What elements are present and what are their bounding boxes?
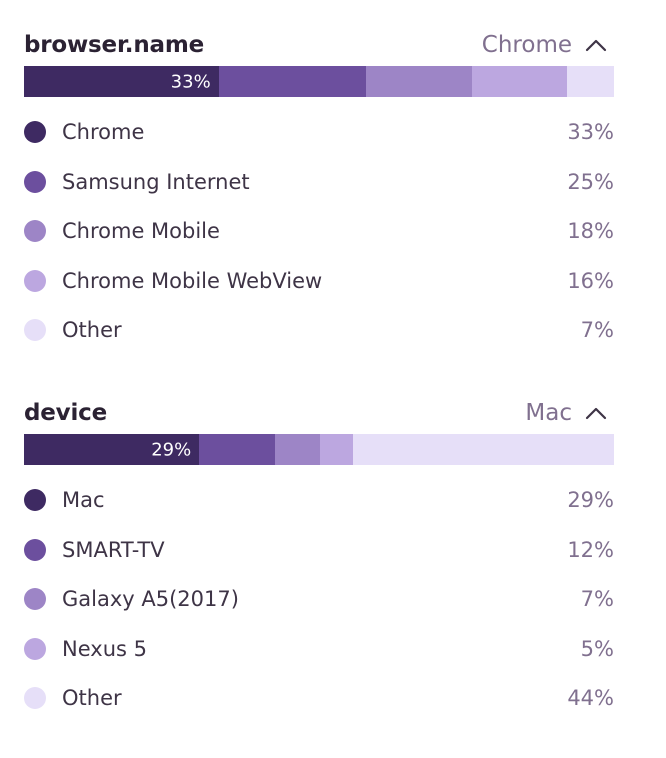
bar-segment-other[interactable] (352, 434, 614, 465)
device-tag-selector[interactable]: Mac (525, 400, 614, 426)
list-item-percent: 33% (567, 120, 614, 144)
list-item-label: Chrome (62, 120, 145, 144)
list-item-percent: 12% (567, 537, 614, 562)
list-item-label: Galaxy A5(2017) (62, 587, 239, 611)
chevron-up-icon[interactable] (584, 401, 608, 425)
bar-segment-samsung-internet[interactable] (218, 66, 367, 97)
browser-value-list: Chrome 33% Samsung Internet 25% Chrome M… (24, 120, 614, 369)
list-item[interactable]: SMART-TV 12% (24, 537, 614, 589)
tag-key-title: device (24, 400, 107, 426)
color-dot-icon (24, 489, 46, 511)
list-item[interactable]: Samsung Internet 25% (24, 169, 614, 221)
list-item-label: Chrome Mobile (62, 219, 220, 243)
tag-key-title: browser.name (24, 32, 205, 58)
browser-distribution-bar: 33% (24, 66, 614, 97)
bar-segment-label: 33% (170, 71, 211, 92)
browser-tag-selector[interactable]: Chrome (482, 32, 614, 58)
list-item-percent: 16% (567, 268, 614, 293)
color-dot-icon (24, 121, 46, 143)
device-tag-panel: device Mac 29% Mac 29% SMART-TV 12% G (24, 396, 614, 737)
list-item[interactable]: Chrome Mobile WebView 16% (24, 268, 614, 320)
device-tag-header: device Mac (24, 396, 614, 430)
browser-tag-header: browser.name Chrome (24, 28, 614, 62)
list-item-percent: 29% (567, 488, 614, 512)
selected-tag-value: Chrome (481, 32, 572, 58)
list-item-percent: 44% (567, 686, 614, 710)
color-dot-icon (24, 588, 46, 610)
list-item[interactable]: Chrome 33% (24, 120, 614, 171)
color-dot-icon (24, 170, 46, 193)
list-item-percent: 25% (567, 169, 614, 194)
list-item[interactable]: Chrome Mobile 18% (24, 219, 614, 270)
color-dot-icon (24, 637, 46, 660)
list-item-label: Samsung Internet (62, 169, 250, 194)
color-dot-icon (24, 220, 46, 242)
browser-tag-panel: browser.name Chrome 33% Chrome 33% Samsu… (24, 28, 614, 369)
device-distribution-bar: 29% (24, 434, 614, 465)
list-item-percent: 7% (580, 587, 614, 611)
list-item[interactable]: Mac 29% (24, 488, 614, 539)
list-item-label: Chrome Mobile WebView (62, 268, 323, 293)
bar-segment-mac[interactable]: 29% (24, 434, 200, 465)
bar-segment-nexus-5[interactable] (319, 434, 353, 465)
color-dot-icon (24, 687, 46, 709)
list-item-label: SMART-TV (62, 537, 165, 562)
chevron-up-icon[interactable] (584, 33, 608, 57)
bar-segment-smart-tv[interactable] (199, 434, 276, 465)
list-item[interactable]: Other 7% (24, 318, 614, 369)
bar-segment-other[interactable] (566, 66, 614, 97)
color-dot-icon (24, 269, 46, 292)
bar-segment-chrome-mobile[interactable] (366, 66, 473, 97)
list-item-label: Mac (62, 488, 105, 512)
list-item[interactable]: Galaxy A5(2017) 7% (24, 587, 614, 638)
list-item-percent: 18% (567, 219, 614, 243)
list-item-percent: 7% (580, 318, 614, 342)
device-value-list: Mac 29% SMART-TV 12% Galaxy A5(2017) 7% … (24, 488, 614, 737)
list-item[interactable]: Other 44% (24, 686, 614, 737)
bar-segment-galaxy-a5[interactable] (275, 434, 320, 465)
color-dot-icon (24, 538, 46, 561)
color-dot-icon (24, 319, 46, 341)
bar-segment-chrome-mobile-webview[interactable] (472, 66, 567, 97)
list-item[interactable]: Nexus 5 5% (24, 636, 614, 688)
list-item-percent: 5% (580, 636, 614, 661)
list-item-label: Nexus 5 (62, 636, 147, 661)
bar-segment-chrome[interactable]: 33% (24, 66, 219, 97)
list-item-label: Other (62, 686, 122, 710)
bar-segment-label: 29% (151, 439, 192, 460)
list-item-label: Other (62, 318, 122, 342)
selected-tag-value: Mac (525, 400, 572, 426)
